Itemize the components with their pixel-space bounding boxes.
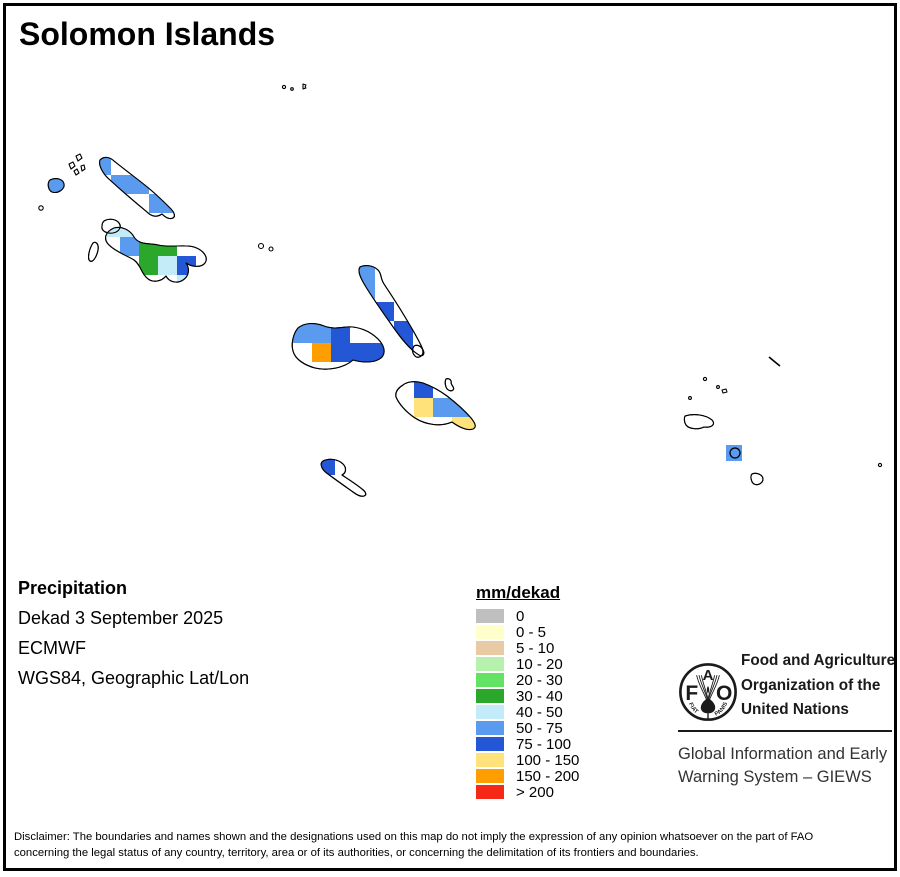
svg-text:O: O [716,682,732,705]
svg-text:A: A [703,667,714,684]
svg-text:F: F [685,682,698,705]
